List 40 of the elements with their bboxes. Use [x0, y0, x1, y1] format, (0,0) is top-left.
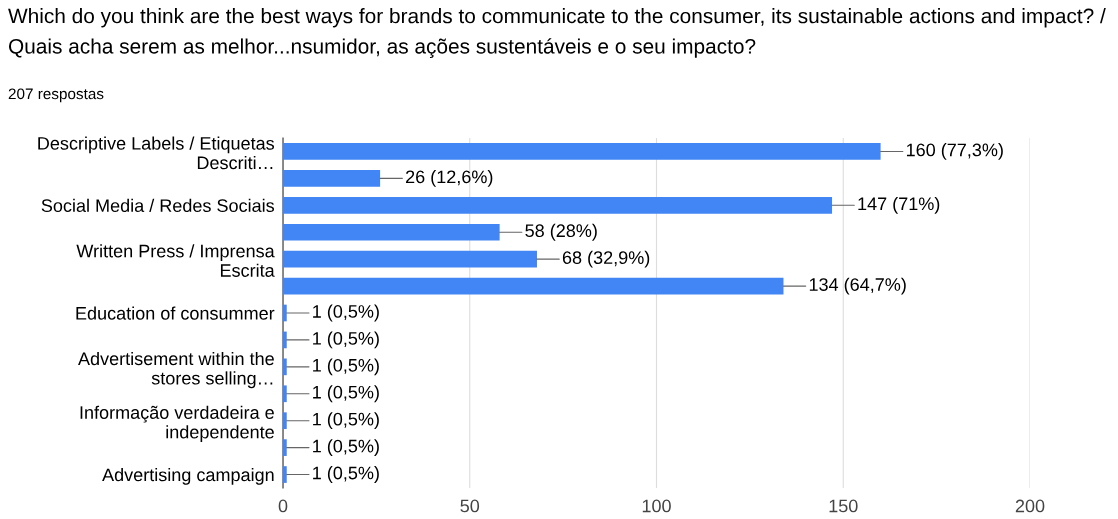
data-label: 1 (0,5%): [313, 385, 379, 403]
bar: [283, 412, 287, 430]
bar: [283, 439, 287, 456]
y-tick-label: Advertising campaign: [102, 468, 274, 485]
bar: [283, 277, 784, 295]
text: 207 respostas: [8, 88, 104, 103]
data-label: 147 (71%): [858, 196, 940, 214]
bar: [283, 196, 833, 214]
x-tick-label: 100: [642, 499, 671, 513]
x-tick-label: 0: [278, 499, 288, 513]
y-tick-label: Written Press / Imprensa Escrita: [76, 244, 275, 277]
y-tick-label: Advertisement within the stores selling…: [78, 351, 274, 389]
data-label: 1 (0,5%): [313, 412, 379, 430]
data-label: 26 (12,6%): [406, 169, 493, 187]
data-label: 160 (77,3%): [906, 143, 1003, 160]
bar: [283, 331, 287, 349]
x-tick-label: 150: [829, 499, 858, 513]
y-tick-label: Social Media / Redes Sociais: [41, 198, 275, 213]
data-label: 134 (64,7%): [809, 277, 906, 295]
data-label: 68 (32,9%): [562, 250, 650, 268]
data-label: 1 (0,5%): [313, 466, 379, 483]
y-tick-label: Descriptive Labels / Etiquetas Descriti…: [38, 136, 275, 170]
bar: [283, 250, 537, 268]
bar: [283, 304, 287, 322]
bar: [283, 170, 381, 187]
y-tick-label: Informação verdadeira e independente: [80, 405, 274, 443]
bar: [283, 466, 287, 483]
bar: [283, 223, 500, 241]
data-label: 58 (28%): [525, 223, 597, 241]
data-label: 1 (0,5%): [313, 358, 379, 376]
chart-title: Which do you think are the best ways for brands to communicate to the consumer, its sustainable actions and impact? / Quais acha serem as melhor...nsumidor, as ações sustentáveis e o seu impacto?: [8, 8, 1106, 58]
bar: [283, 385, 287, 403]
x-tick-label: 50: [460, 499, 480, 513]
data-label: 1 (0,5%): [313, 331, 379, 349]
bar: [283, 358, 287, 376]
bar: [283, 143, 881, 160]
data-label: 1 (0,5%): [313, 439, 379, 457]
data-label: 1 (0,5%): [313, 304, 379, 322]
y-tick-label: Education of consummer: [76, 306, 275, 320]
x-tick-label: 200: [1015, 499, 1045, 513]
